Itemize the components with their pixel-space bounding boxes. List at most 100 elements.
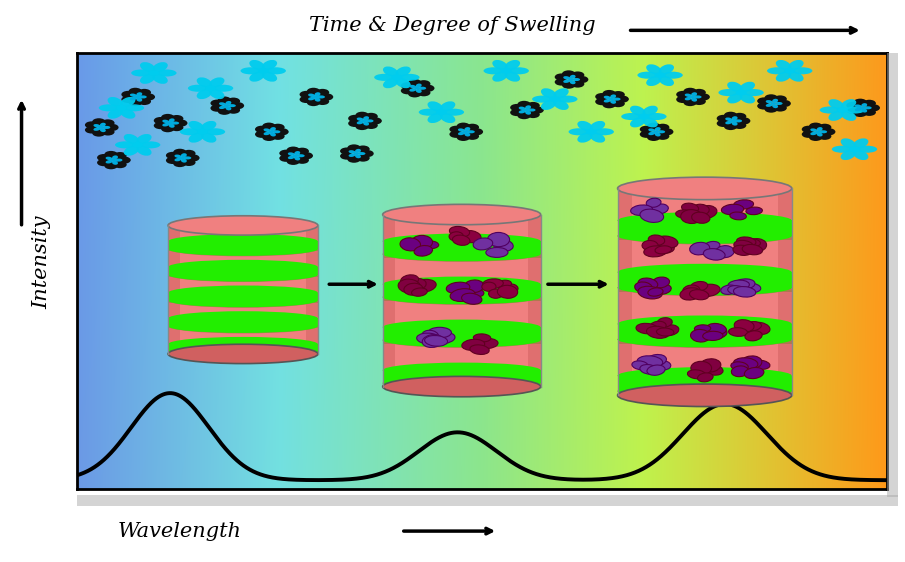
Ellipse shape — [231, 102, 244, 109]
Ellipse shape — [643, 246, 667, 257]
Ellipse shape — [855, 108, 862, 111]
Ellipse shape — [757, 97, 770, 105]
Ellipse shape — [103, 126, 110, 129]
Ellipse shape — [124, 146, 139, 156]
Ellipse shape — [594, 128, 614, 135]
Ellipse shape — [129, 99, 142, 106]
Ellipse shape — [188, 121, 204, 131]
Ellipse shape — [106, 157, 112, 160]
Ellipse shape — [563, 79, 570, 83]
Ellipse shape — [112, 156, 118, 160]
Ellipse shape — [93, 124, 100, 128]
Ellipse shape — [130, 97, 137, 101]
Ellipse shape — [462, 339, 485, 350]
Ellipse shape — [725, 121, 732, 124]
Ellipse shape — [307, 99, 320, 106]
Ellipse shape — [541, 88, 557, 98]
Ellipse shape — [853, 138, 869, 148]
Ellipse shape — [841, 150, 856, 160]
Ellipse shape — [106, 160, 112, 164]
Ellipse shape — [557, 96, 577, 103]
Ellipse shape — [703, 248, 725, 260]
Ellipse shape — [121, 96, 135, 103]
Ellipse shape — [348, 153, 356, 157]
Ellipse shape — [617, 280, 792, 296]
Ellipse shape — [691, 98, 697, 102]
Ellipse shape — [466, 288, 484, 297]
Ellipse shape — [458, 128, 465, 132]
Ellipse shape — [655, 241, 674, 253]
Ellipse shape — [449, 232, 463, 241]
Ellipse shape — [828, 111, 843, 121]
Ellipse shape — [734, 320, 754, 332]
Ellipse shape — [218, 97, 231, 103]
Ellipse shape — [685, 97, 691, 101]
Ellipse shape — [168, 268, 318, 282]
Ellipse shape — [691, 92, 697, 96]
Ellipse shape — [154, 117, 167, 124]
Ellipse shape — [355, 149, 361, 153]
Ellipse shape — [849, 146, 860, 152]
Ellipse shape — [383, 247, 540, 262]
Ellipse shape — [258, 68, 269, 74]
Ellipse shape — [409, 88, 416, 92]
Ellipse shape — [100, 128, 106, 132]
Ellipse shape — [275, 128, 289, 135]
Ellipse shape — [853, 110, 867, 117]
Ellipse shape — [108, 97, 123, 107]
Ellipse shape — [476, 338, 498, 348]
Ellipse shape — [162, 123, 169, 126]
Ellipse shape — [313, 96, 319, 98]
Bar — [168, 301, 318, 302]
Ellipse shape — [414, 87, 420, 90]
Ellipse shape — [450, 289, 475, 301]
Ellipse shape — [280, 149, 292, 157]
Ellipse shape — [721, 204, 744, 215]
Ellipse shape — [518, 101, 530, 108]
Ellipse shape — [681, 210, 702, 224]
Ellipse shape — [841, 138, 856, 148]
Ellipse shape — [586, 129, 596, 135]
Ellipse shape — [857, 146, 877, 153]
Ellipse shape — [348, 120, 361, 127]
Ellipse shape — [153, 62, 167, 72]
Ellipse shape — [862, 99, 876, 107]
Ellipse shape — [784, 68, 795, 74]
Ellipse shape — [632, 361, 648, 370]
Ellipse shape — [719, 89, 738, 96]
Ellipse shape — [174, 120, 187, 126]
Ellipse shape — [496, 280, 511, 288]
Ellipse shape — [646, 198, 661, 207]
Ellipse shape — [428, 327, 452, 338]
Ellipse shape — [555, 74, 568, 80]
Ellipse shape — [809, 123, 823, 130]
Ellipse shape — [853, 150, 869, 160]
Ellipse shape — [427, 101, 443, 111]
Ellipse shape — [186, 155, 200, 161]
Ellipse shape — [417, 89, 431, 96]
Ellipse shape — [638, 286, 662, 299]
Ellipse shape — [374, 74, 395, 81]
Ellipse shape — [168, 234, 318, 248]
Ellipse shape — [272, 124, 285, 131]
Ellipse shape — [682, 285, 700, 296]
Ellipse shape — [715, 246, 734, 258]
Ellipse shape — [357, 155, 370, 162]
Bar — [306, 225, 318, 354]
Ellipse shape — [414, 246, 433, 256]
Ellipse shape — [692, 89, 706, 96]
Ellipse shape — [383, 66, 398, 76]
Text: Intensity: Intensity — [33, 216, 52, 309]
Ellipse shape — [188, 85, 208, 92]
Ellipse shape — [383, 377, 540, 397]
Ellipse shape — [138, 98, 151, 105]
Ellipse shape — [640, 131, 653, 138]
Ellipse shape — [427, 113, 443, 123]
Ellipse shape — [690, 242, 710, 255]
Ellipse shape — [440, 113, 455, 123]
Ellipse shape — [688, 370, 706, 379]
Ellipse shape — [473, 238, 492, 250]
Bar — [383, 327, 540, 340]
Ellipse shape — [464, 133, 471, 137]
Ellipse shape — [590, 121, 605, 131]
